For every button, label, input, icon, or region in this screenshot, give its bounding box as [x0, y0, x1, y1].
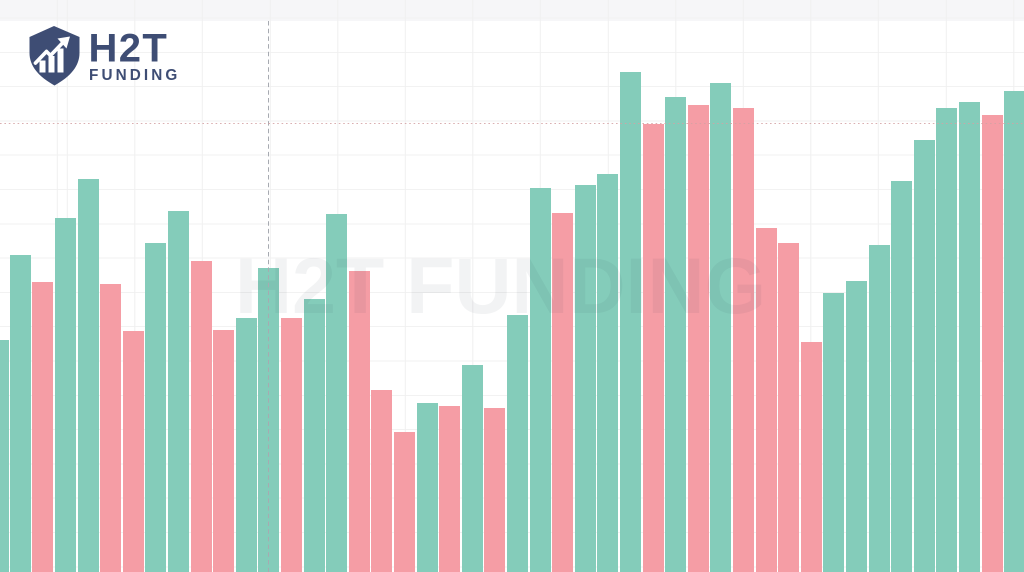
svg-text:FUNDING: FUNDING [89, 67, 180, 84]
svg-text:H2T: H2T [89, 27, 169, 71]
